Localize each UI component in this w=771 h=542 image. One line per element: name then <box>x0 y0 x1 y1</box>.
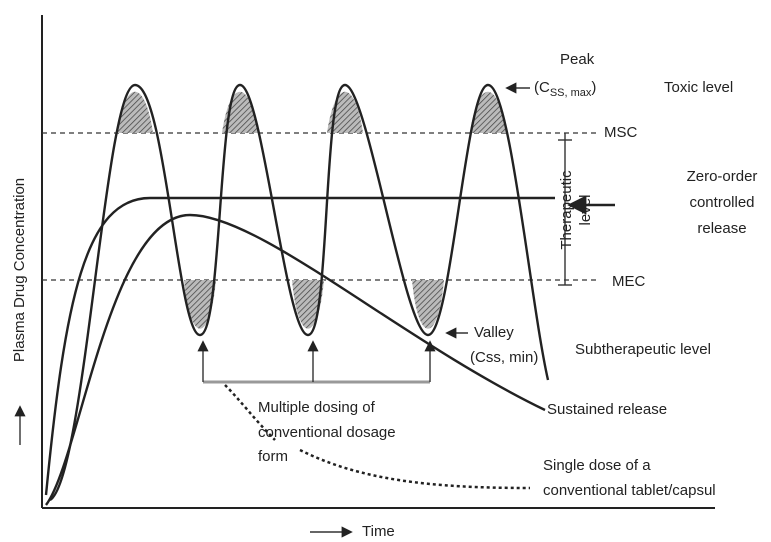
peak-symbol: (CSS, max) <box>534 79 596 99</box>
zero-order-label: Zero-order <box>687 168 758 185</box>
therapeutic-label-2: level <box>577 195 594 226</box>
single-dose-label: Single dose of a <box>543 457 651 474</box>
peak-c: (C <box>534 79 550 96</box>
peak-close: ) <box>591 79 596 96</box>
multiple-dosing-label: form <box>258 448 288 465</box>
multiple-dosing-curve <box>49 83 550 502</box>
y-axis-label: Plasma Drug Concentration <box>11 178 28 362</box>
sustained-release-curve <box>45 213 546 506</box>
multiple-dosing-label: Multiple dosing of <box>258 399 376 416</box>
single-dose-label: conventional tablet/capsul <box>543 482 716 499</box>
peak-title: Peak <box>560 51 595 68</box>
zero-order-label: controlled <box>689 194 754 211</box>
dosing-arrows <box>197 340 436 384</box>
single-dose-curve <box>224 384 531 490</box>
mec-label: MEC <box>612 273 646 290</box>
subtherapeutic-label: Subtherapeutic level <box>575 341 711 358</box>
hatched-areas <box>117 91 506 329</box>
therapeutic-bracket <box>558 133 572 286</box>
zero-order-label: release <box>697 220 746 237</box>
therapeutic-label-1: Therapeutic <box>558 170 575 250</box>
multiple-dosing-label: conventional dosage <box>258 424 396 441</box>
peak-subscript: SS, max <box>550 87 592 99</box>
valley-label: (Css, min) <box>470 349 538 366</box>
sustained-release-label: Sustained release <box>547 401 667 418</box>
zero-order-curve <box>44 196 555 496</box>
valley-label: Valley <box>474 324 514 341</box>
x-axis-label: Time <box>362 523 395 540</box>
toxic-level: Toxic level <box>664 79 733 96</box>
msc-label: MSC <box>604 124 638 141</box>
